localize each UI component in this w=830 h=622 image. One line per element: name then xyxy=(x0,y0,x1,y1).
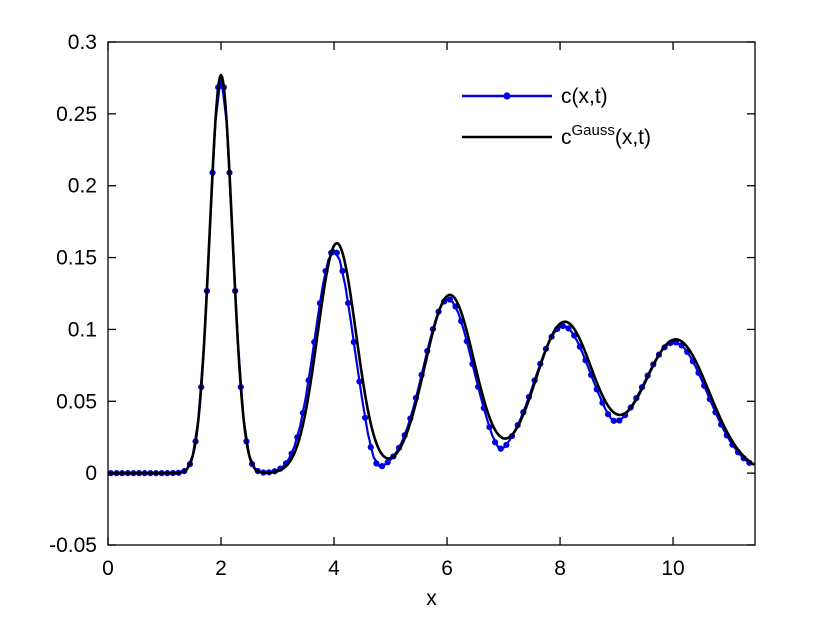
data-point-marker xyxy=(350,339,357,346)
y-tick-label: 0.3 xyxy=(68,31,97,54)
data-point-marker xyxy=(559,322,566,330)
data-point-marker xyxy=(367,444,374,451)
legend-entry-numerical: c(x,t) xyxy=(462,85,608,108)
data-point-marker xyxy=(491,439,499,446)
y-tick-label: 0 xyxy=(85,462,97,485)
data-point-marker xyxy=(378,463,386,470)
legend-marker-sample xyxy=(503,92,511,100)
data-point-marker xyxy=(571,332,578,339)
x-tick-label: 4 xyxy=(328,557,340,580)
data-point-marker xyxy=(339,267,346,275)
y-tick-label: 0.15 xyxy=(56,247,97,270)
x-tick-label: 6 xyxy=(441,557,453,580)
series-gaussian-line xyxy=(107,73,756,475)
data-point-marker xyxy=(604,411,612,418)
plot-area xyxy=(107,73,756,477)
data-point-marker xyxy=(672,339,679,346)
y-tick-label: -0.05 xyxy=(49,534,97,557)
x-axis-label: x xyxy=(426,587,437,610)
y-tick-label: 0.1 xyxy=(68,318,97,341)
data-point-marker xyxy=(497,445,504,452)
y-tick-label: 0.25 xyxy=(56,103,97,126)
legend: c(x,t) cGauss(x,t) xyxy=(462,85,651,149)
data-point-marker xyxy=(362,414,369,421)
legend-entry-gaussian: cGauss(x,t) xyxy=(462,122,651,149)
data-point-marker xyxy=(486,423,493,431)
x-tick-label: 10 xyxy=(661,557,684,580)
legend-label: cGauss(x,t) xyxy=(561,122,651,149)
data-point-marker xyxy=(446,296,453,303)
data-point-marker xyxy=(356,378,363,385)
x-tick-label: 0 xyxy=(102,557,114,580)
data-point-marker xyxy=(345,300,352,307)
data-point-marker xyxy=(616,417,623,424)
x-tick-label: 2 xyxy=(215,557,227,580)
x-tick-label: 8 xyxy=(554,557,566,580)
data-point-marker xyxy=(503,441,510,449)
legend-label: c(x,t) xyxy=(561,85,608,108)
y-tick-label: 0.05 xyxy=(56,390,97,413)
axes-box xyxy=(107,41,756,546)
data-point-marker xyxy=(565,325,572,332)
y-tick-label: 0.2 xyxy=(68,175,97,198)
data-point-marker xyxy=(333,249,340,256)
data-point-marker xyxy=(384,459,391,466)
data-point-marker xyxy=(373,460,380,467)
data-point-marker xyxy=(610,417,617,424)
